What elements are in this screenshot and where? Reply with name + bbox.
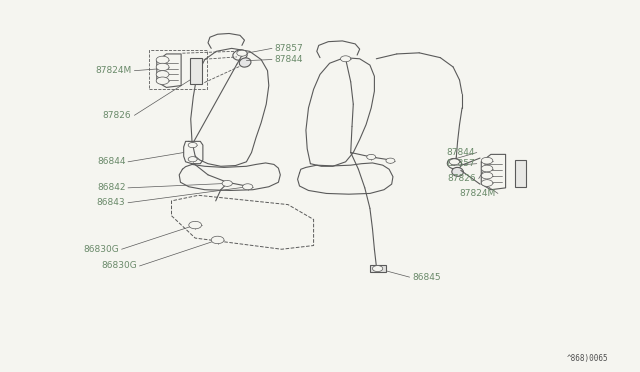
Text: 87826: 87826 [447,174,476,183]
Text: 86842: 86842 [97,183,125,192]
Circle shape [156,77,169,84]
Circle shape [156,56,169,64]
Circle shape [156,71,169,78]
Text: 87857: 87857 [446,159,475,168]
Bar [370,265,386,272]
Ellipse shape [239,58,251,67]
Circle shape [449,159,460,165]
Bar [149,50,207,89]
Circle shape [188,157,197,162]
Circle shape [189,221,202,229]
Bar [190,58,202,84]
Circle shape [481,157,493,164]
Text: ^868)0065: ^868)0065 [566,355,608,363]
Bar [515,160,526,187]
Text: 86843: 86843 [97,198,125,207]
Text: 87857: 87857 [274,44,303,53]
Circle shape [243,184,253,190]
Text: 87844: 87844 [446,148,475,157]
Circle shape [367,154,376,160]
Circle shape [211,236,224,244]
Circle shape [156,63,169,71]
Circle shape [222,180,232,186]
Circle shape [340,56,351,62]
Circle shape [481,180,493,186]
Circle shape [237,50,247,56]
Text: 87826: 87826 [102,111,131,120]
Circle shape [481,172,493,179]
Circle shape [188,142,197,148]
Text: 87844: 87844 [274,55,303,64]
Circle shape [481,165,493,172]
Text: 86845: 86845 [412,273,441,282]
Ellipse shape [452,167,463,176]
Text: 87824M: 87824M [459,189,495,198]
Text: 87824M: 87824M [95,66,131,75]
Circle shape [386,158,395,163]
Circle shape [372,266,383,272]
Text: 86844: 86844 [97,157,125,166]
Text: 86830G: 86830G [83,245,119,254]
Text: 86830G: 86830G [101,262,137,270]
